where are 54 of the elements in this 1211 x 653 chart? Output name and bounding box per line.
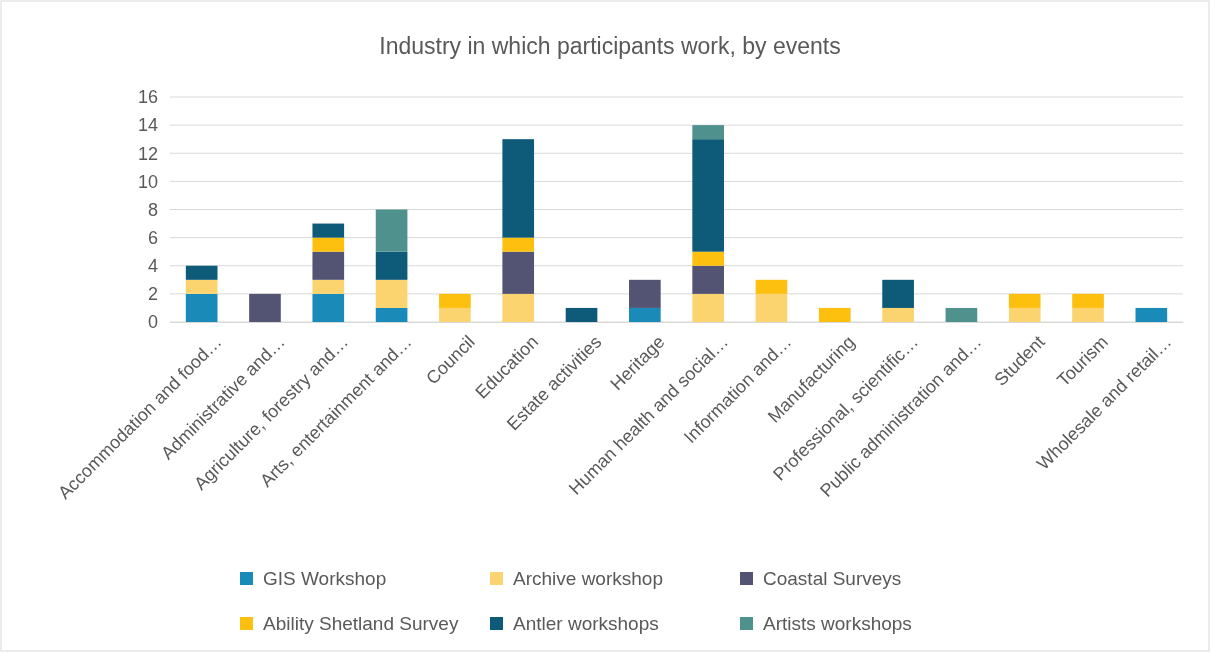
bar (1135, 307, 1168, 322)
bar (692, 293, 724, 322)
y-tick-label: 10 (137, 171, 158, 192)
y-tick-label: 16 (137, 87, 158, 108)
bar (312, 237, 345, 252)
bar (1008, 307, 1041, 322)
bar (818, 307, 851, 322)
bar (312, 293, 345, 322)
bar (312, 223, 345, 238)
bar (312, 251, 345, 280)
legend-label: GIS Workshop (263, 568, 387, 589)
bar (945, 307, 978, 322)
bar (249, 293, 281, 322)
bar (375, 251, 408, 280)
bar (502, 293, 535, 322)
bar (882, 307, 914, 322)
y-tick-label: 2 (147, 284, 158, 305)
legend-label: Antler workshops (513, 613, 659, 634)
bar (185, 265, 218, 280)
y-tick-label: 12 (137, 143, 158, 164)
bar (185, 279, 218, 294)
y-tick-label: 0 (147, 312, 158, 333)
bar (375, 307, 408, 322)
bar (755, 279, 788, 294)
bar (185, 293, 218, 322)
y-tick-label: 4 (147, 256, 158, 277)
bar (692, 139, 724, 252)
bar (629, 279, 661, 308)
y-tick-label: 14 (137, 115, 158, 136)
bar (502, 237, 535, 252)
bar (565, 307, 598, 322)
legend-label: Coastal Surveys (763, 568, 902, 589)
legend-label: Ability Shetland Survey (263, 613, 459, 634)
y-tick-label: 8 (147, 199, 158, 220)
bar (502, 139, 535, 238)
chart-title: Industry in which participants work, by events (379, 33, 841, 59)
bar (502, 251, 535, 294)
bar (375, 209, 408, 252)
legend-label: Archive workshop (513, 568, 663, 589)
bar (439, 293, 471, 308)
bar (1072, 307, 1104, 322)
bar (1008, 293, 1041, 308)
bar (375, 279, 408, 308)
bar (629, 307, 661, 322)
bar (312, 279, 345, 294)
legend-label: Artists workshops (763, 613, 912, 634)
bar (692, 265, 724, 294)
bar (755, 293, 788, 322)
bar (1072, 293, 1104, 308)
y-tick-label: 6 (147, 227, 158, 248)
bar (882, 279, 914, 308)
bar (439, 307, 471, 322)
bar (692, 251, 724, 266)
bar (692, 125, 724, 140)
